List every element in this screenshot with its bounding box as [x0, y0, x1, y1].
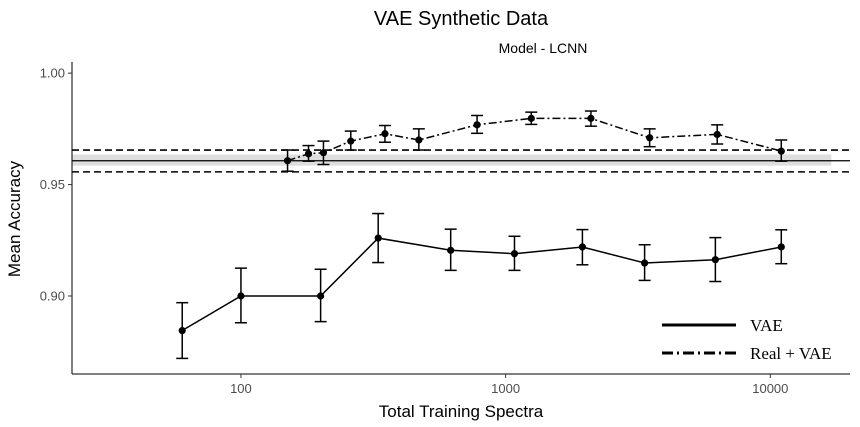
- data-point: [527, 114, 535, 122]
- data-point: [237, 292, 245, 300]
- data-point: [641, 259, 649, 267]
- data-point: [317, 292, 325, 300]
- data-point: [319, 149, 328, 157]
- data-point: [711, 256, 719, 264]
- data-point: [473, 121, 481, 129]
- axes: 0.90 0.95 1.00 100 1000 10000: [40, 62, 850, 396]
- data-point: [587, 114, 595, 122]
- legend-label-real-vae: Real + VAE: [750, 344, 832, 363]
- data-point: [381, 130, 389, 138]
- data-point: [283, 157, 292, 165]
- series-real-vae: [281, 110, 788, 172]
- data-point: [578, 243, 587, 251]
- x-axis-title: Total Training Spectra: [379, 402, 544, 421]
- legend-label-vae: VAE: [750, 316, 783, 335]
- x-tick-label: 100: [230, 381, 252, 396]
- x-tick-label: 1000: [491, 381, 520, 396]
- data-point: [304, 150, 313, 158]
- data-point: [347, 137, 355, 145]
- chart-subtitle: Model - LCNN: [499, 40, 588, 56]
- baseline-band: [72, 154, 832, 166]
- data-point: [415, 136, 423, 144]
- y-tick-label: 0.95: [40, 177, 65, 192]
- legend: VAE Real + VAE: [662, 316, 832, 363]
- data-point: [777, 147, 785, 155]
- series-line-vae: [181, 237, 782, 332]
- data-point: [447, 246, 455, 254]
- baseline-reference: [72, 149, 850, 173]
- data-point: [646, 134, 654, 142]
- data-point: [713, 130, 721, 139]
- series-group: [176, 110, 788, 360]
- data-point: [777, 243, 785, 251]
- data-point: [510, 250, 519, 258]
- data-point: [374, 234, 382, 242]
- chart-title: VAE Synthetic Data: [374, 8, 549, 30]
- y-axis-title: Mean Accuracy: [5, 160, 24, 277]
- data-point: [178, 326, 186, 335]
- x-tick-label: 10000: [752, 381, 788, 396]
- y-tick-label: 1.00: [40, 66, 65, 81]
- y-tick-label: 0.90: [40, 289, 65, 304]
- series-vae: [176, 212, 788, 360]
